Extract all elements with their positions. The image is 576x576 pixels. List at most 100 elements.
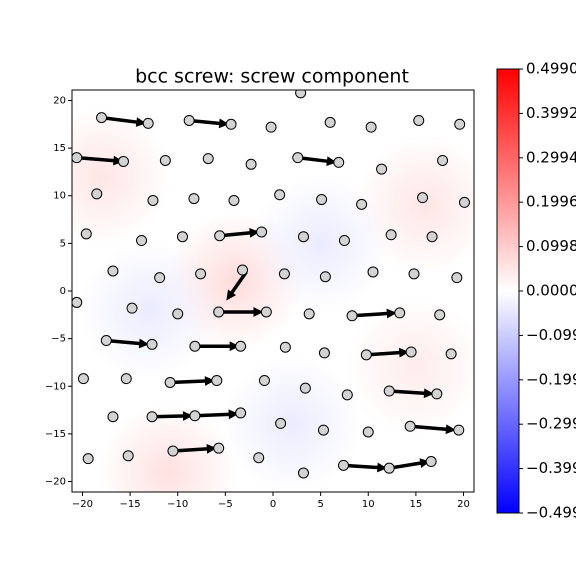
atom bbox=[189, 410, 201, 422]
atom bbox=[417, 192, 429, 204]
atom bbox=[122, 450, 134, 462]
arrow bbox=[106, 338, 150, 349]
colorbar-tick-label: 0.4990 bbox=[526, 60, 576, 78]
atom bbox=[383, 385, 395, 397]
y-tick-label: −10 bbox=[45, 381, 66, 392]
atom bbox=[245, 158, 257, 170]
atom bbox=[195, 268, 207, 280]
arrow bbox=[410, 424, 456, 435]
arrow bbox=[343, 462, 388, 473]
arrow bbox=[219, 228, 260, 238]
atom bbox=[275, 417, 287, 429]
x-tick-label: 20 bbox=[457, 499, 470, 510]
atom bbox=[117, 155, 129, 167]
atom bbox=[225, 118, 237, 130]
arrow bbox=[297, 155, 337, 167]
atom bbox=[237, 264, 249, 276]
colorbar-tick-label: 0.2994 bbox=[526, 148, 576, 166]
arrow bbox=[189, 118, 230, 129]
atom bbox=[136, 235, 148, 247]
atom bbox=[458, 196, 470, 208]
x-tick-label: 0 bbox=[270, 499, 276, 510]
atom bbox=[91, 188, 103, 200]
colorbar-tick-label: −0.3992 bbox=[526, 459, 576, 477]
atom bbox=[147, 195, 159, 207]
atom bbox=[317, 424, 329, 436]
atom bbox=[299, 382, 311, 394]
atom bbox=[445, 348, 457, 360]
atom bbox=[408, 268, 420, 280]
x-tick-label: −10 bbox=[167, 499, 188, 510]
x-tick-label: −20 bbox=[72, 499, 93, 510]
field-blob bbox=[79, 240, 220, 381]
atom bbox=[437, 154, 449, 166]
atom bbox=[297, 467, 309, 479]
colorbar-tick-label: 0.1996 bbox=[526, 193, 576, 211]
atom bbox=[413, 114, 425, 126]
field-blob bbox=[222, 354, 363, 492]
arrow bbox=[170, 376, 215, 386]
atom bbox=[142, 117, 154, 129]
atom bbox=[431, 388, 443, 400]
y-tick-label: 0 bbox=[60, 286, 66, 297]
atom bbox=[394, 307, 406, 319]
arrow bbox=[194, 409, 239, 420]
atom bbox=[177, 231, 189, 243]
atom bbox=[72, 152, 83, 164]
field-blob bbox=[72, 106, 172, 247]
atom bbox=[341, 389, 353, 401]
arrow bbox=[218, 307, 264, 317]
atom bbox=[324, 116, 336, 128]
atom bbox=[316, 194, 328, 206]
atom bbox=[253, 452, 265, 464]
arrow bbox=[388, 458, 431, 470]
atom bbox=[96, 112, 108, 124]
atom bbox=[279, 341, 291, 353]
colorbar-tick-label: −0.0998 bbox=[526, 326, 576, 344]
atom bbox=[213, 442, 225, 454]
colorbar-tick-label: 0.0998 bbox=[526, 237, 576, 255]
atom bbox=[278, 268, 290, 280]
x-tick-label: −15 bbox=[120, 499, 141, 510]
arrow bbox=[389, 388, 434, 399]
arrow bbox=[351, 308, 397, 319]
x-tick-label: 15 bbox=[410, 499, 423, 510]
atom bbox=[367, 266, 379, 278]
atom bbox=[189, 340, 201, 352]
atom bbox=[77, 373, 89, 385]
atom bbox=[385, 229, 397, 241]
atom bbox=[256, 226, 268, 238]
y-tick-label: −15 bbox=[45, 429, 66, 440]
arrow bbox=[101, 115, 147, 127]
chart-title: bcc screw: screw component bbox=[135, 66, 409, 88]
atom bbox=[107, 265, 119, 277]
arrow bbox=[76, 155, 124, 166]
atom bbox=[183, 114, 195, 126]
atom bbox=[100, 335, 112, 347]
atom bbox=[146, 411, 158, 423]
atom bbox=[453, 424, 465, 436]
atom bbox=[434, 309, 446, 321]
atom bbox=[297, 231, 309, 243]
atom bbox=[80, 228, 92, 240]
atom bbox=[337, 459, 349, 471]
colorbar bbox=[496, 68, 520, 514]
x-tick-label: 10 bbox=[362, 499, 375, 510]
atom bbox=[360, 349, 372, 361]
atom bbox=[318, 347, 330, 359]
atom bbox=[333, 156, 345, 168]
atom bbox=[292, 152, 304, 164]
atom bbox=[214, 230, 226, 242]
arrow bbox=[366, 347, 410, 358]
atom bbox=[228, 195, 240, 207]
arrow bbox=[172, 443, 217, 454]
atom bbox=[202, 153, 214, 165]
atom bbox=[258, 375, 270, 387]
x-tick-label: 5 bbox=[317, 499, 323, 510]
atom bbox=[211, 375, 223, 387]
arrow bbox=[226, 270, 248, 301]
atom bbox=[295, 90, 307, 99]
y-tick-label: 15 bbox=[53, 143, 66, 154]
atom bbox=[376, 163, 388, 175]
